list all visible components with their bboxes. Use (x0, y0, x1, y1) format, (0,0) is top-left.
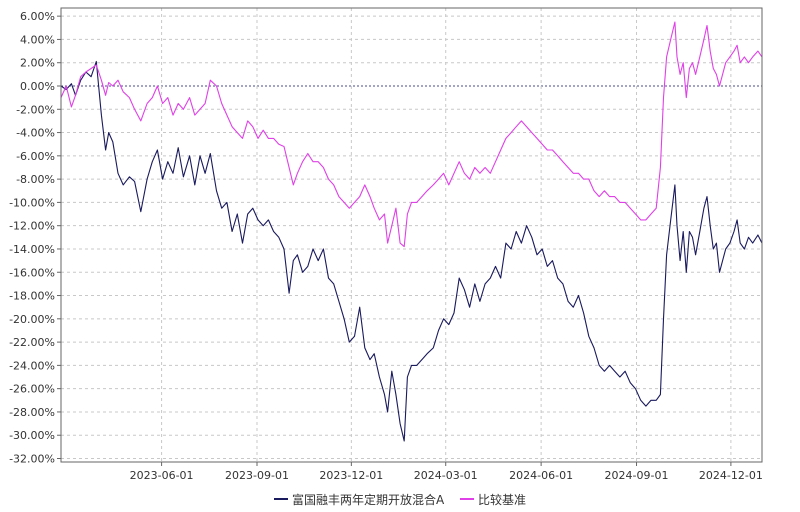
fund-line-swatch (273, 498, 288, 500)
y-tick-label: -14.00% (9, 243, 55, 256)
y-tick-label: -30.00% (9, 429, 55, 442)
y-tick-label: -6.00% (16, 150, 55, 163)
grid-lines (61, 8, 762, 462)
y-tick-label: -32.00% (9, 453, 55, 466)
x-axis-ticks: 2023-06-01 2023-09-01 2023-12-01 2024-03-01… (130, 462, 763, 480)
y-tick-label: -16.00% (9, 266, 55, 279)
series-lines (60, 21, 763, 442)
y-tick-label: 2.00% (20, 57, 55, 70)
x-tick-label: 2023-09-01 (225, 469, 289, 480)
y-tick-label: -12.00% (9, 220, 55, 233)
legend: 富国融丰两年定期开放混合A 比较基准 (0, 489, 800, 508)
benchmark-line-swatch (460, 498, 475, 500)
x-tick-label: 2024-06-01 (509, 469, 573, 480)
legend-label-fund: 富国融丰两年定期开放混合A (291, 492, 445, 507)
y-tick-label: -28.00% (9, 406, 55, 419)
x-tick-label: 2023-06-01 (130, 469, 194, 480)
y-tick-label: -8.00% (16, 173, 55, 186)
x-tick-label: 2024-09-01 (605, 469, 669, 480)
x-tick-label: 2024-03-01 (414, 469, 478, 480)
y-tick-label: -2.00% (16, 103, 55, 116)
y-axis-ticks: 6.00% 4.00% 2.00% 0.00% -2.00% -4.00% -6.00% -8… (9, 10, 61, 466)
y-tick-label: -4.00% (16, 127, 55, 140)
y-tick-label: -24.00% (9, 359, 55, 372)
y-tick-label: 0.00% (20, 80, 55, 93)
y-tick-label: -22.00% (9, 336, 55, 349)
y-tick-label: -18.00% (9, 290, 55, 303)
y-tick-label: 4.00% (20, 33, 55, 46)
y-tick-label: -10.00% (9, 196, 55, 209)
y-tick-label: -20.00% (9, 313, 55, 326)
legend-label-benchmark: 比较基准 (478, 492, 527, 507)
fund-series-line (60, 60, 763, 442)
legend-item-fund[interactable]: 富国融丰两年定期开放混合A (273, 491, 445, 508)
plot-frame (60, 7, 763, 463)
x-tick-label: 2024-12-01 (699, 469, 763, 480)
benchmark-series-line (60, 21, 763, 248)
y-tick-label: 6.00% (20, 10, 55, 23)
x-tick-label: 2023-12-01 (319, 469, 383, 480)
y-tick-label: -26.00% (9, 383, 55, 396)
line-chart: 6.00% 4.00% 2.00% 0.00% -2.00% -4.00% -6.00% -8… (9, 7, 763, 480)
legend-item-benchmark[interactable]: 比较基准 (460, 491, 526, 508)
